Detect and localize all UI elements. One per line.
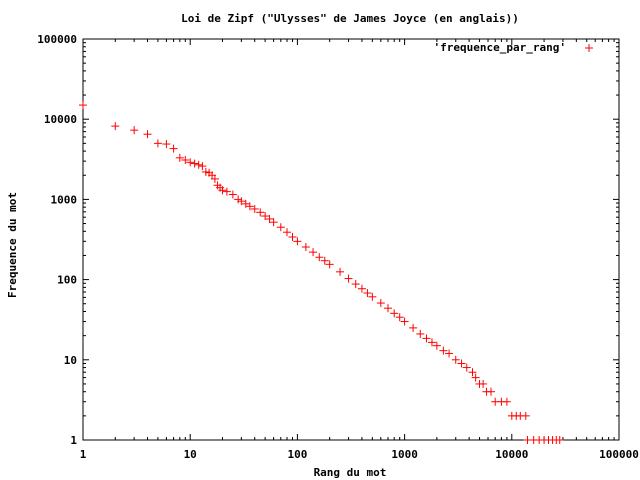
data-point <box>315 253 324 262</box>
data-point <box>293 237 302 246</box>
data-point <box>237 197 246 206</box>
data-point <box>288 232 297 241</box>
data-point <box>502 397 511 406</box>
data-point <box>368 292 377 301</box>
data-point <box>169 144 178 153</box>
y-tick-label: 1000 <box>51 193 78 206</box>
data-point <box>479 379 488 388</box>
data-point <box>283 228 292 237</box>
data-point <box>487 387 496 396</box>
data-point <box>309 248 318 257</box>
y-axis-label: Frequence du mot <box>6 192 19 298</box>
data-point <box>265 214 274 223</box>
data-point <box>198 162 207 171</box>
data-point <box>190 159 199 168</box>
legend-label: 'frequence_par_rang' <box>434 41 566 54</box>
y-tick-label: 1 <box>70 434 77 447</box>
data-point <box>218 186 227 195</box>
x-tick-label: 10000 <box>495 448 528 461</box>
data-points <box>79 101 564 444</box>
data-point <box>451 355 460 364</box>
y-tick-label: 10000 <box>44 113 77 126</box>
data-point <box>143 130 152 139</box>
data-point <box>186 158 195 167</box>
data-point <box>181 155 190 164</box>
axis-ticks: 1 10 100 1000 10000 100000 1 10 100 1000 10000 1000… <box>37 33 639 461</box>
data-point <box>344 274 353 283</box>
data-point <box>445 349 454 358</box>
data-point <box>261 212 270 221</box>
data-point <box>383 304 392 313</box>
data-point <box>400 317 409 326</box>
data-point <box>256 208 265 217</box>
data-point <box>162 140 171 149</box>
data-point <box>468 368 477 377</box>
data-point <box>222 187 231 196</box>
data-point <box>336 267 345 276</box>
data-point <box>376 299 385 308</box>
plot-frame <box>82 38 620 441</box>
data-point <box>250 204 259 213</box>
data-point <box>422 334 431 343</box>
data-point <box>175 153 184 162</box>
data-point <box>153 139 162 148</box>
data-point <box>457 359 466 368</box>
data-point <box>79 101 87 110</box>
data-point <box>462 363 471 372</box>
data-point <box>130 126 139 135</box>
y-tick-label: 10 <box>64 354 77 367</box>
legend: 'frequence_par_rang' <box>434 41 593 54</box>
data-point <box>194 160 203 169</box>
data-point <box>555 436 564 444</box>
data-point <box>471 373 480 382</box>
data-point <box>416 329 425 338</box>
x-tick-label: 100 <box>287 448 307 461</box>
y-tick-label: 100 <box>57 274 77 287</box>
data-point <box>301 242 310 251</box>
data-point <box>276 223 285 232</box>
data-point <box>325 260 334 269</box>
data-point <box>234 195 243 204</box>
data-point <box>427 338 436 347</box>
legend-plus-marker <box>585 44 593 52</box>
x-tick-label: 1 <box>80 448 87 461</box>
data-point <box>409 323 418 332</box>
data-point <box>390 309 399 318</box>
data-point <box>201 167 210 176</box>
data-point <box>269 218 278 227</box>
data-point <box>351 280 360 289</box>
data-point <box>439 346 448 355</box>
data-point <box>357 284 366 293</box>
data-point <box>111 122 120 131</box>
y-tick-label: 100000 <box>37 33 77 46</box>
x-tick-label: 1000 <box>391 448 418 461</box>
data-point <box>320 256 329 265</box>
x-axis-label: Rang du mot <box>314 466 387 479</box>
data-point <box>395 313 404 322</box>
data-point <box>363 289 372 298</box>
chart-title: Loi de Zipf ("Ulysses" de James Joyce (e… <box>181 12 519 25</box>
data-point <box>210 174 219 183</box>
x-tick-label: 100000 <box>599 448 639 461</box>
data-point <box>245 202 254 211</box>
data-point <box>521 411 530 420</box>
x-tick-label: 10 <box>184 448 197 461</box>
data-point <box>432 341 441 350</box>
data-point <box>241 199 250 208</box>
data-point <box>228 190 237 199</box>
